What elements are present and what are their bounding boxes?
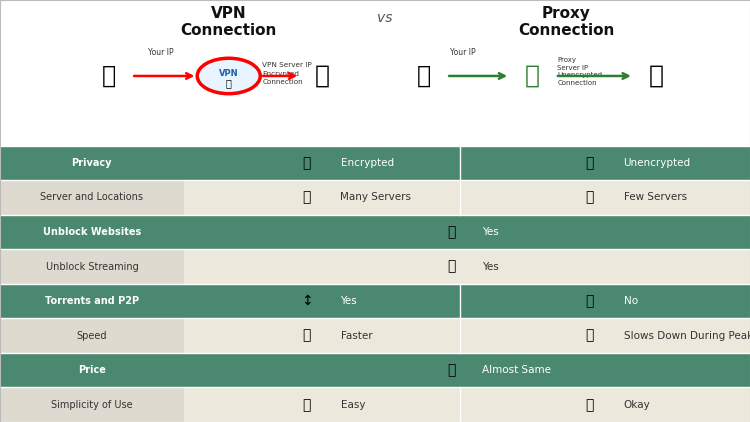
Text: 🖥: 🖥 — [302, 190, 311, 204]
Circle shape — [197, 58, 260, 94]
Bar — [0, 180, 750, 215]
Text: 🌐: 🌐 — [448, 225, 456, 239]
Text: Torrents and P2P: Torrents and P2P — [45, 296, 139, 306]
Bar — [0, 318, 750, 353]
Text: 🔑: 🔑 — [226, 78, 232, 89]
Bar — [0, 249, 750, 284]
Text: Your IP: Your IP — [450, 48, 476, 57]
Text: VPN: VPN — [219, 69, 239, 78]
Text: Your IP: Your IP — [148, 48, 174, 57]
Bar — [0, 249, 184, 284]
Text: 🌐: 🌐 — [649, 64, 664, 88]
Bar — [0, 215, 184, 249]
Text: 📺: 📺 — [448, 260, 456, 273]
Text: VPN Server IP: VPN Server IP — [262, 62, 312, 68]
Bar — [0, 146, 184, 180]
Text: ↕: ↕ — [301, 294, 313, 308]
Text: Many Servers: Many Servers — [340, 192, 412, 203]
Text: Encrypted: Encrypted — [340, 158, 394, 168]
Bar — [0, 318, 184, 353]
Text: Easy: Easy — [340, 400, 365, 410]
Text: Yes: Yes — [482, 262, 499, 271]
Bar — [0, 215, 750, 249]
Text: Connection: Connection — [557, 80, 597, 86]
Text: ⛔: ⛔ — [586, 156, 594, 170]
Text: Yes: Yes — [482, 227, 499, 237]
Text: ✋: ✋ — [586, 398, 594, 412]
Text: Unblock Websites: Unblock Websites — [43, 227, 141, 237]
Text: Unencrypted: Unencrypted — [624, 158, 691, 168]
Text: Few Servers: Few Servers — [624, 192, 687, 203]
Bar — [0, 146, 750, 180]
Text: Price: Price — [78, 365, 106, 375]
Text: 🗄: 🗄 — [525, 64, 540, 88]
Bar — [0, 180, 184, 215]
Text: ✋: ✋ — [302, 398, 311, 412]
Text: Server IP: Server IP — [557, 65, 588, 70]
Text: Unencrypted: Unencrypted — [557, 72, 602, 78]
Text: 🖥: 🖥 — [417, 64, 430, 88]
Bar — [0, 353, 750, 387]
Text: Slows Down During Peak Time: Slows Down During Peak Time — [624, 330, 750, 341]
Text: Simplicity of Use: Simplicity of Use — [51, 400, 133, 410]
Text: 💵: 💵 — [448, 363, 456, 377]
Text: Proxy: Proxy — [557, 57, 576, 63]
Text: Speed: Speed — [76, 330, 107, 341]
Text: vs: vs — [377, 11, 392, 24]
Text: Okay: Okay — [624, 400, 650, 410]
Text: Faster: Faster — [340, 330, 372, 341]
Text: 🔒: 🔒 — [302, 156, 311, 170]
Text: Almost Same: Almost Same — [482, 365, 550, 375]
Text: Unblock Streaming: Unblock Streaming — [46, 262, 138, 271]
Text: 🎯: 🎯 — [302, 329, 311, 343]
Text: 🌐: 🌐 — [315, 64, 330, 88]
Bar — [0, 353, 184, 387]
Text: Connection: Connection — [262, 79, 303, 85]
Text: No: No — [624, 296, 638, 306]
Bar — [0, 387, 184, 422]
Text: Privacy: Privacy — [72, 158, 112, 168]
Bar — [0, 284, 750, 318]
Bar — [0, 0, 750, 146]
Text: Proxy
Connection: Proxy Connection — [518, 6, 614, 38]
Text: VPN
Connection: VPN Connection — [181, 6, 277, 38]
Text: Server and Locations: Server and Locations — [40, 192, 143, 203]
Text: Yes: Yes — [340, 296, 357, 306]
Text: Encrypted: Encrypted — [262, 71, 299, 77]
Text: 🖥: 🖥 — [586, 190, 594, 204]
Text: ⏱: ⏱ — [586, 329, 594, 343]
Bar — [0, 387, 750, 422]
Text: 🖥: 🖥 — [102, 64, 116, 88]
Bar — [0, 284, 184, 318]
Text: ⛔: ⛔ — [586, 294, 594, 308]
